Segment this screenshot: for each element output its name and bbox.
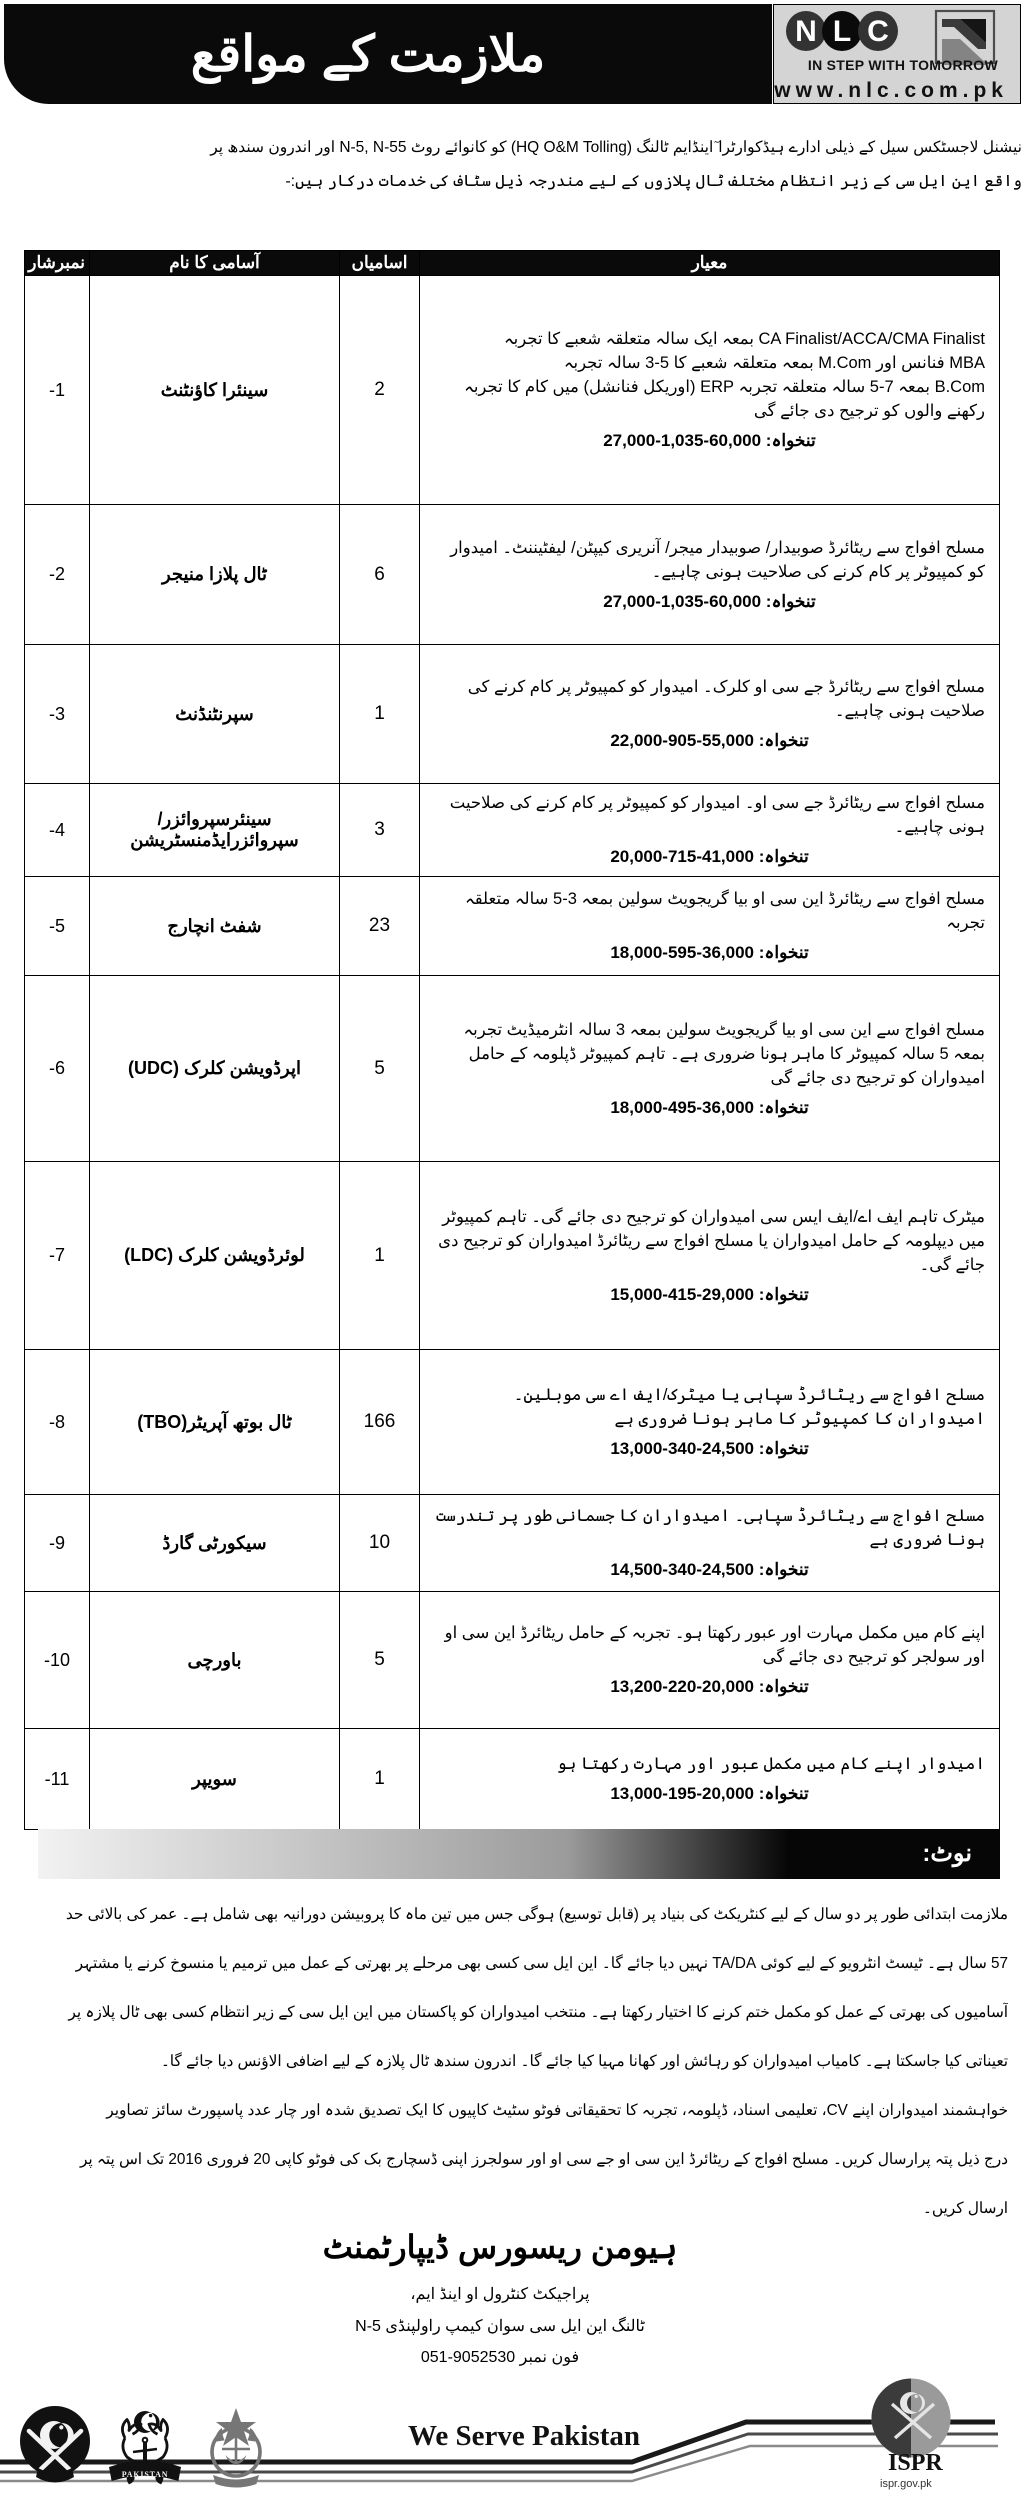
svg-text:C: C — [867, 15, 889, 48]
svg-text:PAKISTAN: PAKISTAN — [122, 2470, 169, 2479]
svg-text:N: N — [795, 15, 817, 48]
svg-text:L: L — [833, 15, 851, 48]
